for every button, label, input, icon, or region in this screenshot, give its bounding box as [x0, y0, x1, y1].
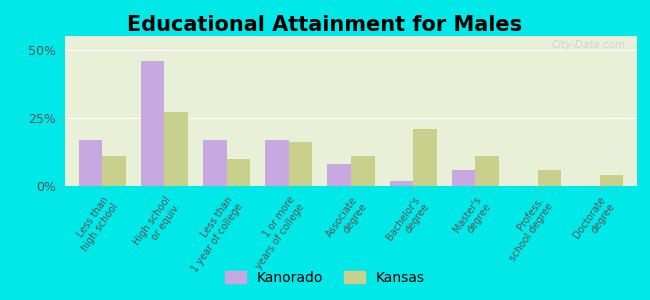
Text: City-Data.com: City-Data.com — [551, 40, 625, 50]
Text: Educational Attainment for Males: Educational Attainment for Males — [127, 15, 523, 35]
Bar — [289, 142, 313, 186]
Bar — [389, 181, 413, 186]
Bar — [203, 140, 227, 186]
Bar — [351, 156, 374, 186]
Bar — [227, 159, 250, 186]
Bar — [265, 140, 289, 186]
Bar — [600, 175, 623, 186]
Bar — [413, 129, 437, 186]
Bar — [452, 169, 475, 186]
Bar — [475, 156, 499, 186]
Bar — [102, 156, 126, 186]
Bar — [538, 169, 561, 186]
Legend: Kanorado, Kansas: Kanorado, Kansas — [220, 265, 430, 290]
Bar — [141, 61, 164, 186]
Bar — [79, 140, 102, 186]
Bar — [328, 164, 351, 186]
Bar — [164, 112, 188, 186]
